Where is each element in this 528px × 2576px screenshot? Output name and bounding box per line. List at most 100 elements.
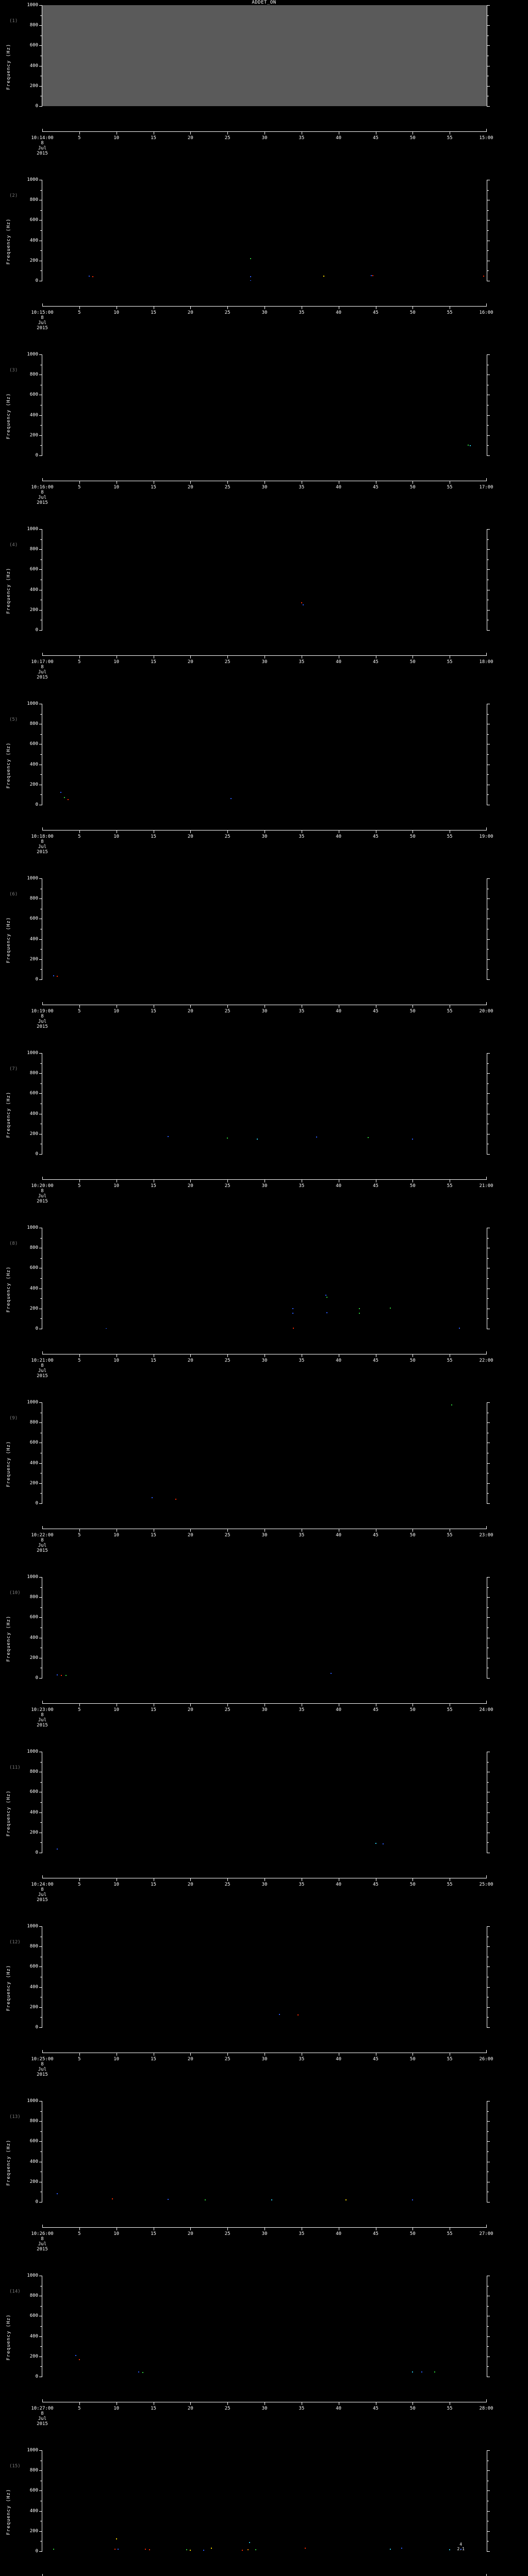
x-tick-label: 55: [447, 2057, 453, 2062]
x-axis-end-label: 15:00: [479, 135, 493, 141]
x-tick-label: 55: [447, 1707, 453, 1713]
x-tick-label: 30: [261, 1009, 268, 1014]
x-axis-endcap: [486, 2399, 487, 2402]
data-point: [470, 445, 471, 447]
y-tick-right: [487, 1597, 490, 1598]
x-axis-start-label: 10:23:00 8 Jul 2015: [31, 1707, 53, 1728]
panel-number-10: (10): [9, 1590, 21, 1596]
y-tick: [40, 1782, 42, 1783]
y-tick: [39, 878, 42, 879]
x-tick: [190, 1179, 191, 1182]
y-tick-right: [487, 86, 490, 87]
data-point: [65, 1675, 67, 1676]
x-tick-label: 5: [78, 485, 81, 490]
x-tick-label: 20: [187, 485, 193, 490]
data-point: [78, 2359, 80, 2360]
x-tick-label: 50: [409, 1358, 416, 1363]
y-tick-label: 800: [29, 372, 38, 378]
x-tick-label: 10: [113, 1533, 120, 1538]
data-point: [64, 797, 65, 799]
y-tick-right: [487, 1946, 490, 1947]
x-axis-endcap: [486, 1351, 487, 1354]
x-date-part: 8: [41, 2236, 44, 2242]
y-tick-right: [487, 1483, 490, 1484]
y-tick-right: [487, 106, 490, 107]
x-tick-label: 15: [151, 310, 156, 315]
x-tick: [79, 481, 80, 484]
y-tick: [39, 939, 42, 940]
data-point: [390, 1307, 391, 1309]
y-tick: [40, 949, 42, 950]
y-tick-label: 400: [29, 1460, 38, 1466]
x-axis-end-label: 22:00: [479, 1358, 493, 1363]
data-point: [230, 798, 232, 800]
x-tick-label: 50: [409, 485, 416, 490]
y-tick: [40, 2366, 42, 2367]
y-tick: [40, 1318, 42, 1319]
data-point: [305, 2548, 306, 2549]
x-tick-label: 30: [261, 1358, 268, 1363]
x-date-part: 8: [41, 1538, 44, 1543]
y-tick-right: [487, 794, 489, 795]
plot-axes-6: 0 200 400 600 800 1000: [27, 876, 490, 982]
y-tick: [39, 1812, 42, 1813]
y-axis-label: Frequency (Hz): [6, 2314, 11, 2361]
y-tick-right: [487, 1278, 489, 1279]
x-start-time: 10:16:00: [31, 485, 54, 490]
x-tick: [79, 830, 80, 833]
data-point: [326, 1297, 327, 1298]
panel-number-2: (2): [9, 193, 18, 199]
data-point: [382, 1843, 384, 1845]
y-tick-right: [487, 1402, 490, 1403]
x-axis-endcap: [42, 2399, 43, 2402]
x-tick: [227, 131, 228, 134]
y-tick-label: 800: [29, 2468, 38, 2473]
y-tick: [40, 1083, 42, 1084]
y-tick-label: 0: [35, 977, 38, 982]
data-point: [370, 275, 372, 276]
x-tick-label: 45: [373, 2406, 378, 2411]
x-tick: [190, 830, 191, 833]
x-tick-label: 5: [78, 1183, 81, 1189]
data-point: [412, 2199, 414, 2200]
x-tick-label: 35: [299, 2057, 305, 2062]
x-tick-label: 25: [224, 659, 230, 665]
y-tick-right: [487, 455, 490, 456]
y-tick-label: 1000: [27, 527, 38, 532]
data-point: [210, 2548, 212, 2549]
x-tick-label: 35: [299, 310, 305, 315]
x-tick-label: 25: [224, 2406, 230, 2411]
y-tick-label: 600: [29, 392, 38, 398]
x-axis-spine-2: 5 10 15 20 25 30 35 40 45 50 55 10:15:00 8 Jul 2015 16:…: [31, 303, 493, 331]
x-tick-label: 25: [224, 1533, 230, 1538]
y-tick: [40, 1842, 42, 1843]
y-tick: [39, 959, 42, 960]
x-start-time: 10:17:00: [31, 659, 54, 665]
y-tick: [39, 1093, 42, 1094]
y-tick-right: [487, 435, 490, 436]
y-tick-label: 1000: [27, 1749, 38, 1754]
y-tick-right: [487, 1463, 490, 1464]
y-tick-label: 200: [29, 1655, 38, 1660]
x-tick-label: 10: [113, 310, 120, 315]
data-point: [112, 2198, 113, 2200]
y-tick-label: 800: [29, 1944, 38, 1950]
y-tick-right: [487, 230, 489, 231]
panel-1: (1) Frequency (Hz) 0 200 400 600 800 1000 5 10 15 2…: [0, 3, 528, 158]
data-point: [331, 1673, 332, 1674]
data-point: [53, 2549, 54, 2550]
x-tick: [190, 306, 191, 309]
x-tick-label: 40: [336, 1882, 342, 1887]
y-tick-label: 400: [29, 63, 38, 69]
x-tick-label: 50: [409, 1533, 416, 1538]
y-tick-right: [487, 2450, 490, 2451]
y-tick: [39, 2141, 42, 2142]
x-tick-label: 50: [409, 135, 416, 141]
y-tick-label: 800: [29, 1071, 38, 1076]
panel-number-13: (13): [9, 2114, 21, 2120]
x-start-time: 10:24:00: [31, 1882, 54, 1887]
y-tick-label: 0: [35, 1326, 38, 1331]
x-tick: [79, 1179, 80, 1182]
y-tick-label: 1000: [27, 1574, 38, 1580]
panel-number-5: (5): [9, 717, 18, 723]
